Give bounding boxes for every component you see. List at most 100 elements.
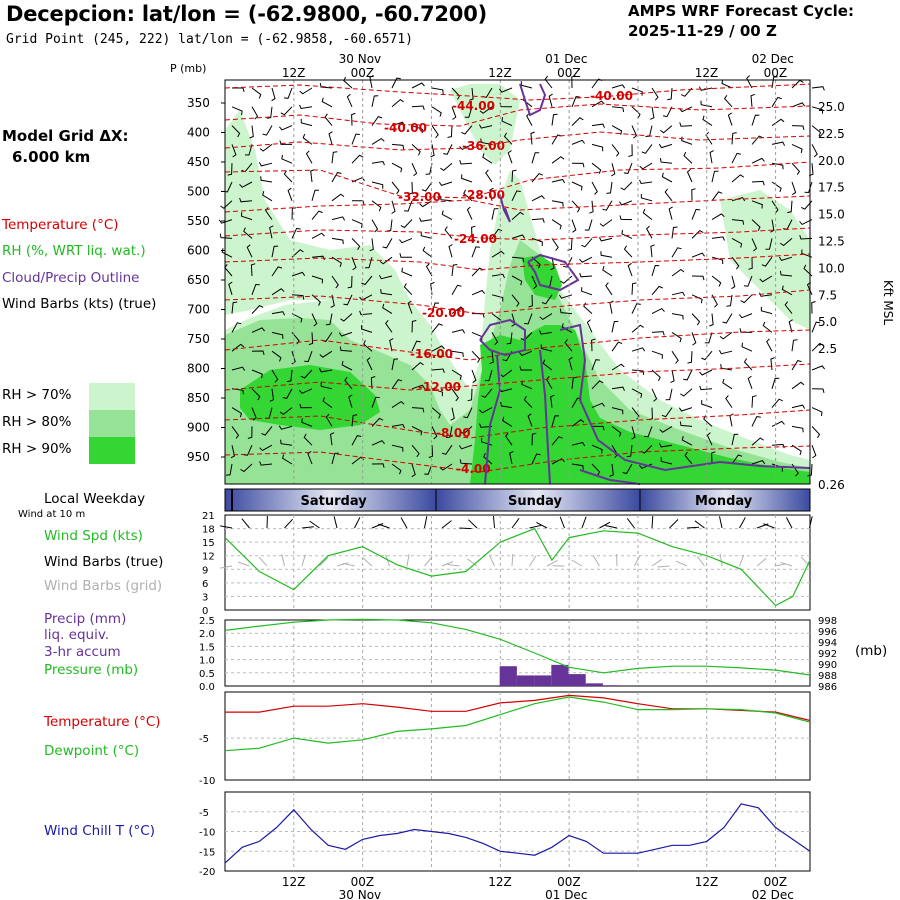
wind-barb <box>706 432 713 446</box>
pressure-tick-label: 992 <box>818 649 837 660</box>
wind-barb <box>721 79 733 89</box>
wind-barb <box>591 444 603 454</box>
cloud-outline <box>479 318 526 357</box>
wind-barb <box>391 423 406 429</box>
wind-barb <box>331 275 339 289</box>
wind-barb <box>511 234 526 239</box>
pressure-tick-label: 500 <box>187 185 210 199</box>
wind-barb <box>380 289 393 296</box>
wind-barb <box>408 181 413 195</box>
isotherm-line <box>224 253 811 271</box>
wind-barb <box>791 425 804 433</box>
wind-barb <box>319 350 333 358</box>
wind-barb <box>239 181 253 188</box>
wind-barb <box>671 313 684 320</box>
wind-barb <box>684 451 693 465</box>
wind-barb <box>598 237 613 242</box>
wind-barb <box>571 96 581 107</box>
wind-barb-grid <box>592 555 600 567</box>
wind-barb <box>491 250 505 258</box>
wind-barb <box>651 87 659 101</box>
wind-barb-grid <box>696 556 705 567</box>
wind-barb <box>551 458 565 465</box>
wind-barb <box>331 237 344 245</box>
wind-barb <box>491 294 504 302</box>
kft-tick-label: 15.0 <box>818 208 845 222</box>
pressure-tick-label: 650 <box>187 273 210 287</box>
wind-barb <box>591 100 605 108</box>
wind-barb-true <box>763 523 775 529</box>
wind-barb-true <box>809 516 813 529</box>
wind-barb <box>431 302 440 314</box>
bottom-hour-label: 00Z <box>764 875 788 889</box>
wind-barb <box>811 321 821 333</box>
wind-barb <box>251 350 265 355</box>
wind-barb <box>279 407 293 416</box>
wind-barb <box>731 152 742 164</box>
wind-barb <box>251 327 265 333</box>
wind-barb <box>391 77 401 89</box>
wind-barb <box>231 106 243 116</box>
wind-barb <box>485 169 493 183</box>
wind-barb <box>304 351 313 363</box>
wind-barb <box>230 445 236 459</box>
wind-barb <box>791 360 802 371</box>
wind-barb <box>220 200 233 209</box>
wind-barb-true <box>605 525 618 529</box>
wind-barb <box>627 262 633 277</box>
bottom-date-label: 02 Dec <box>752 888 794 900</box>
wind-barb <box>531 275 538 289</box>
wind-barb <box>411 82 425 89</box>
wind-barb <box>251 388 261 401</box>
wind-barb <box>787 200 793 214</box>
wind-barb <box>531 195 545 202</box>
wind-barb <box>658 143 673 149</box>
wind-barb <box>811 86 825 91</box>
isotherm-line <box>224 131 811 151</box>
wind-barb <box>559 308 573 315</box>
isotherm-label: -20.00 <box>422 306 465 320</box>
wind-barb <box>542 359 553 371</box>
precip-tick-label: 1.0 <box>199 656 215 667</box>
wind-barb <box>791 181 797 196</box>
wind-barb <box>351 112 356 126</box>
weekday-label: Saturday <box>301 494 368 509</box>
wind-barb <box>711 191 723 202</box>
wind-barb <box>231 407 242 418</box>
wind-barb <box>619 200 633 206</box>
wind-barb <box>811 301 816 314</box>
wind-barb <box>523 395 533 408</box>
wind-barb <box>459 143 473 151</box>
wind-barb <box>391 358 399 371</box>
wind-barb <box>651 388 658 402</box>
legend-rh: RH (%, WRT liq. wat.) <box>2 243 146 259</box>
precip-bar <box>534 675 552 686</box>
kft-tick-label: 2.5 <box>818 342 837 356</box>
wind-barb <box>450 407 455 421</box>
wind-barb <box>548 93 553 107</box>
bottom-hour-label: 12Z <box>488 875 512 889</box>
wind-barb-grid <box>651 558 663 567</box>
wind-barb-grid <box>467 558 478 567</box>
wind-barb <box>280 439 293 446</box>
top-hour-label: 12Z <box>282 66 306 80</box>
kft-tick-label: 25.0 <box>818 100 845 114</box>
wind-barb <box>791 381 805 390</box>
wind-barb <box>448 244 453 258</box>
wind-barb <box>530 131 535 145</box>
wind-barb-true <box>400 517 408 529</box>
wind-barb <box>282 388 293 399</box>
wind-barb <box>491 228 503 239</box>
wind-barb <box>299 87 313 95</box>
wind-barb-grid <box>756 557 767 567</box>
wind-barb <box>482 153 493 164</box>
kft-tick-label: 7.5 <box>818 288 837 302</box>
wind-barb <box>725 395 733 408</box>
wind-barb <box>291 351 296 365</box>
wind-barb <box>469 87 474 101</box>
wind-barb-true <box>459 527 472 530</box>
wind-barb <box>571 419 585 427</box>
isotherm-label: -28.00 <box>462 188 505 202</box>
wind-barb <box>705 131 713 145</box>
wind-barb <box>611 386 625 391</box>
